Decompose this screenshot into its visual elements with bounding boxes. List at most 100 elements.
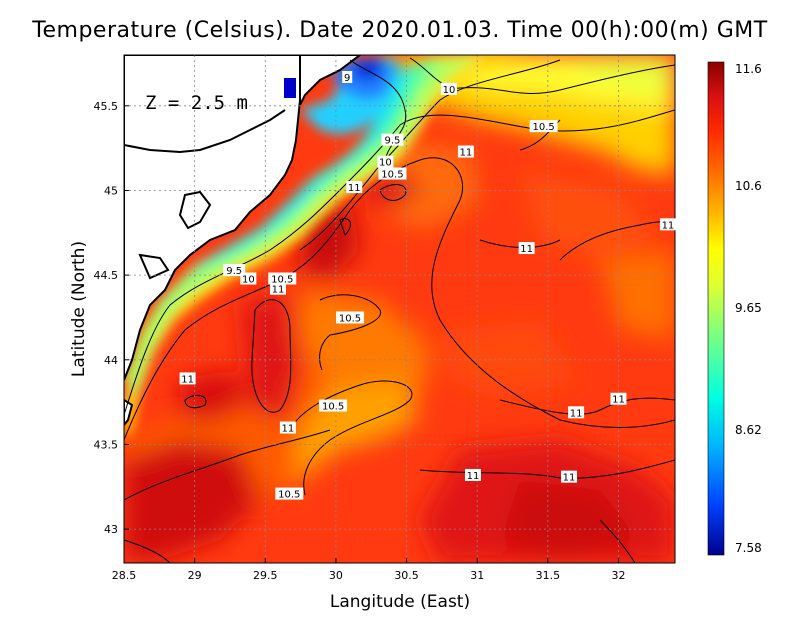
contour-label: 11 xyxy=(346,181,363,194)
x-tick-label: 30.5 xyxy=(394,569,419,582)
contour-label: 11 xyxy=(561,470,578,484)
contour-label-text: 10 xyxy=(379,158,392,169)
x-tick-label: 31.5 xyxy=(536,569,561,582)
contour-label: 10.5 xyxy=(319,399,348,413)
contour-label-box xyxy=(179,372,196,385)
contour-label-box xyxy=(440,82,457,95)
y-tick-label: 44.5 xyxy=(94,269,119,282)
contour-label-text: 10 xyxy=(242,275,255,286)
contour-label-text: 10.5 xyxy=(271,275,293,286)
contour-label-text: 11 xyxy=(612,395,625,406)
contour-label: 10 xyxy=(440,82,457,96)
colorbar-mid-low-label: 8.62 xyxy=(735,423,762,437)
contour-label-text: 9.5 xyxy=(226,266,242,277)
contour-label-text: 10.5 xyxy=(339,313,361,324)
contour-label-text: 10.5 xyxy=(322,402,344,413)
x-tick-label: 32 xyxy=(611,569,625,582)
contour-label: 10.5 xyxy=(529,120,558,133)
contour-label-box xyxy=(561,470,578,483)
latitude-ticks: 43 43.5 44 44.5 45 45.5 xyxy=(94,100,129,536)
contour-label: 9.5 xyxy=(381,133,404,147)
contour-label-text: 11 xyxy=(460,148,473,159)
y-axis-label: Latitude (North) xyxy=(69,241,89,377)
map-gridlines xyxy=(124,55,675,563)
colorbar-gradient xyxy=(707,61,725,556)
map-frame xyxy=(123,54,676,564)
contour-label: 10.5 xyxy=(336,311,365,324)
contour-label: 10 xyxy=(377,155,394,169)
contour-label: 11 xyxy=(518,242,535,255)
contour-label-box xyxy=(377,155,394,168)
contour-label: 11 xyxy=(279,421,296,435)
contour-label-box xyxy=(518,242,535,255)
contour-label-box xyxy=(269,282,286,295)
contour-label-box xyxy=(336,311,365,324)
y-tick-label: 43.5 xyxy=(94,438,119,451)
contour-label-text: 10 xyxy=(443,85,456,96)
x-tick-label: 29 xyxy=(188,569,202,582)
colorbar-mid-label: 9.65 xyxy=(735,301,762,315)
contour-label-text: 11 xyxy=(570,408,583,419)
contour-label-text: 11 xyxy=(282,424,295,435)
contour-label-text: 10.5 xyxy=(532,122,554,133)
contour-label-box xyxy=(240,272,257,285)
colorbar-mid-high-label: 10.6 xyxy=(735,179,762,193)
contour-label: 10.5 xyxy=(268,272,297,286)
contour-label-box xyxy=(275,487,304,500)
longitude-ticks: 28.5 29 29.5 30 30.5 31 31.5 32 xyxy=(112,558,625,582)
y-tick-label: 45.5 xyxy=(94,100,119,113)
contour-label-box xyxy=(610,392,627,405)
contour-label: 9 xyxy=(342,71,353,84)
contour-label-box xyxy=(529,120,558,133)
x-tick-label: 30 xyxy=(329,569,343,582)
contour-label: 11 xyxy=(179,372,196,385)
contour-label-box xyxy=(457,145,474,158)
contour-label-text: 11 xyxy=(181,374,194,385)
contour-label-box xyxy=(223,264,246,277)
contour-label-text: 10.5 xyxy=(381,170,403,181)
colorbar: 11.6 10.6 9.65 8.62 7.58 xyxy=(707,61,762,556)
y-tick-label: 45 xyxy=(104,184,118,197)
contour-label: 10.5 xyxy=(378,167,407,181)
contour-label-text: 11 xyxy=(272,285,285,296)
x-axis-label: Langitude (East) xyxy=(330,592,470,612)
x-tick-label: 31 xyxy=(470,569,484,582)
colorbar-max-label: 11.6 xyxy=(735,62,762,76)
contour-label: 11 xyxy=(568,406,585,419)
contour-label-text: 9.5 xyxy=(384,136,400,147)
contour-label: 11 xyxy=(610,392,627,406)
y-tick-label: 44 xyxy=(104,354,118,367)
contour-label-text: 11 xyxy=(348,183,361,194)
depth-label: Z = 2.5 m xyxy=(145,92,248,114)
contour-label: 11 xyxy=(464,468,481,482)
contour-label-box xyxy=(346,181,363,194)
contour-label-text: 11 xyxy=(662,220,675,231)
contour-label-text: 11 xyxy=(467,471,480,482)
land-mass xyxy=(124,55,362,427)
contour-label-text: 11 xyxy=(520,244,533,255)
contour-label-text: 9 xyxy=(344,73,350,84)
contour-label-box xyxy=(319,399,348,412)
contour-label-box xyxy=(659,218,676,231)
contour-label: 11 xyxy=(457,145,474,159)
contour-label-box xyxy=(381,133,404,146)
y-tick-label: 43 xyxy=(104,523,118,536)
contour-label: 11 xyxy=(269,282,286,296)
contour-label: 9.5 xyxy=(223,264,246,277)
contour-label-text: 11 xyxy=(563,473,576,484)
contour-label: 10.5 xyxy=(275,487,304,501)
contour-label: 10 xyxy=(240,272,257,286)
contour-label-box xyxy=(279,421,296,434)
x-tick-label: 29.5 xyxy=(253,569,278,582)
contour-label-box xyxy=(342,71,353,84)
map-title: Temperature (Celsius). Date 2020.01.03. … xyxy=(32,18,768,43)
isotherm-lines xyxy=(124,57,675,563)
contour-label-text: 10.5 xyxy=(278,490,300,501)
contour-label-box xyxy=(568,406,585,419)
contour-label-box xyxy=(464,468,481,481)
contour-label-box xyxy=(268,272,297,285)
contour-label: 11 xyxy=(659,218,676,231)
x-tick-label: 28.5 xyxy=(112,569,137,582)
